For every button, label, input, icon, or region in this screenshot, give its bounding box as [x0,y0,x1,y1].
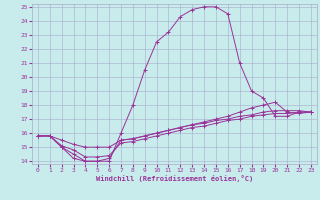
X-axis label: Windchill (Refroidissement éolien,°C): Windchill (Refroidissement éolien,°C) [96,175,253,182]
